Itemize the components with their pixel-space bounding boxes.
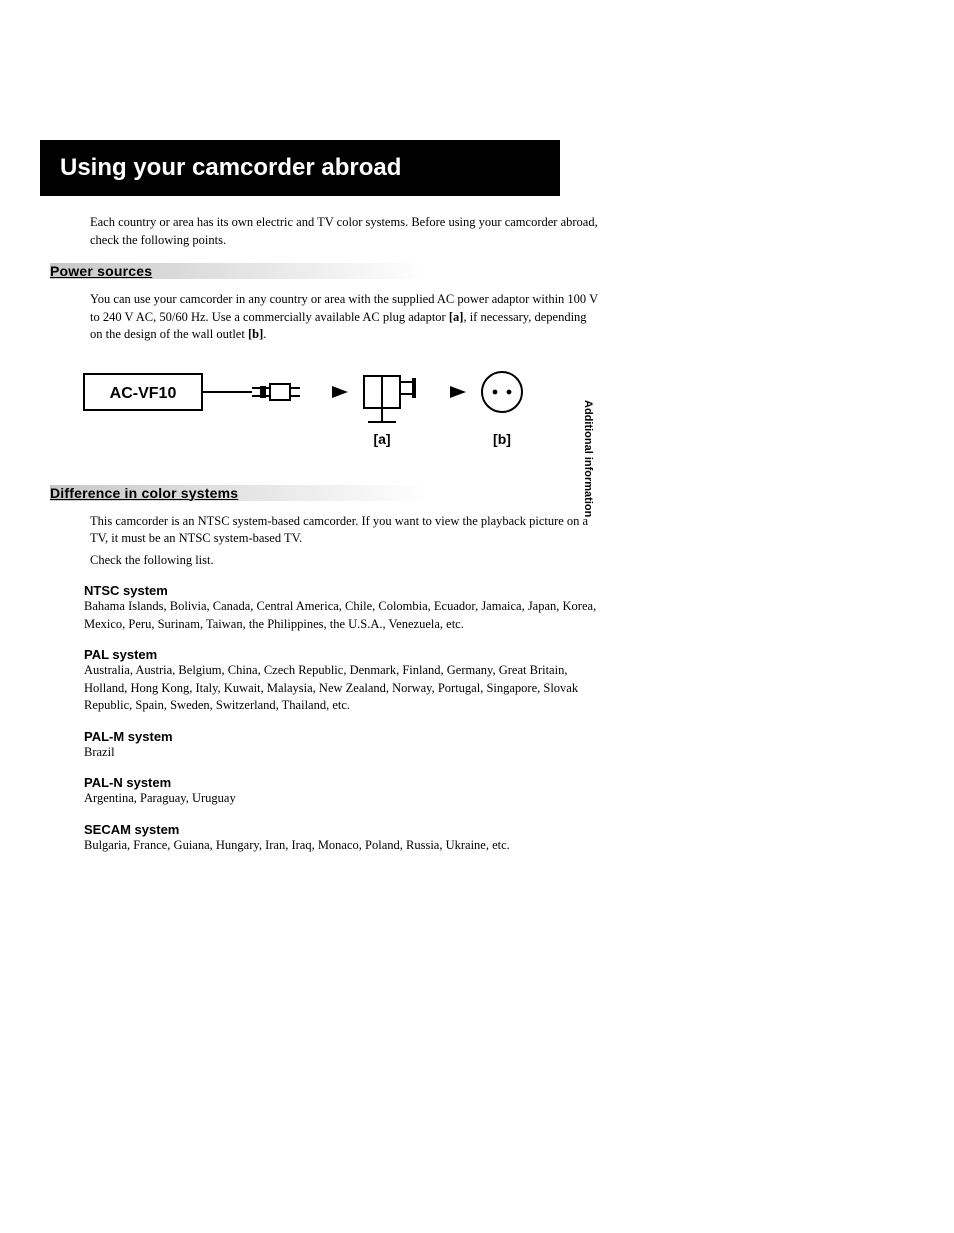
system-paln: PAL-N system Argentina, Paraguay, Urugua… bbox=[90, 775, 600, 808]
side-tab-label: Additional information bbox=[582, 400, 594, 517]
plug-adaptor-icon bbox=[252, 384, 300, 400]
system-name: PAL-N system bbox=[84, 775, 600, 790]
color-body-2: Check the following list. bbox=[90, 552, 600, 570]
section-header-power: Power sources bbox=[50, 263, 600, 279]
page-title: Using your camcorder abroad bbox=[60, 154, 401, 181]
system-pal: PAL system Australia, Austria, Belgium, … bbox=[90, 647, 600, 715]
power-body: You can use your camcorder in any countr… bbox=[90, 291, 600, 344]
system-name: NTSC system bbox=[84, 583, 600, 598]
system-name: SECAM system bbox=[84, 822, 600, 837]
power-diagram: AC-VF10 bbox=[82, 364, 600, 459]
diagram-caption-a: [a] bbox=[373, 431, 390, 447]
color-body: This camcorder is an NTSC system-based c… bbox=[90, 513, 600, 548]
section-header-color: Difference in color systems bbox=[50, 485, 600, 501]
system-secam: SECAM system Bulgaria, France, Guiana, H… bbox=[90, 822, 600, 855]
label-b-inline: [b] bbox=[248, 327, 263, 341]
system-name: PAL system bbox=[84, 647, 600, 662]
system-countries: Brazil bbox=[84, 744, 600, 762]
diagram-box-label: AC-VF10 bbox=[110, 385, 177, 402]
main-content: Each country or area has its own electri… bbox=[40, 214, 600, 854]
system-countries: Argentina, Paraguay, Uruguay bbox=[84, 790, 600, 808]
label-a-inline: [a] bbox=[449, 310, 464, 324]
system-countries: Australia, Austria, Belgium, China, Czec… bbox=[84, 662, 600, 715]
socket-icon bbox=[482, 372, 522, 412]
system-palm: PAL-M system Brazil bbox=[90, 729, 600, 762]
intro-paragraph: Each country or area has its own electri… bbox=[90, 214, 600, 249]
diagram-caption-b: [b] bbox=[493, 431, 511, 447]
power-body-end: . bbox=[263, 327, 266, 341]
page-title-bar: Using your camcorder abroad bbox=[40, 140, 560, 196]
wall-outlet-icon bbox=[364, 376, 416, 422]
system-countries: Bahama Islands, Bolivia, Canada, Central… bbox=[84, 598, 600, 633]
system-name: PAL-M system bbox=[84, 729, 600, 744]
system-ntsc: NTSC system Bahama Islands, Bolivia, Can… bbox=[90, 583, 600, 633]
system-countries: Bulgaria, France, Guiana, Hungary, Iran,… bbox=[84, 837, 600, 855]
